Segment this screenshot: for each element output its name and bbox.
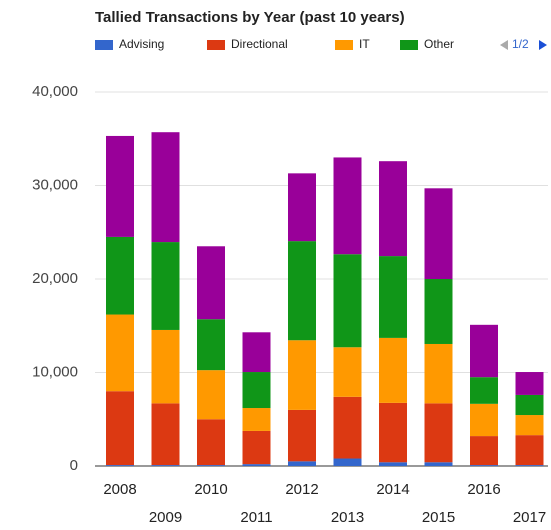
legend-swatch — [400, 40, 418, 50]
bar-segment — [288, 409, 316, 462]
x-tick-label: 2013 — [331, 509, 364, 526]
x-tick-label: 2011 — [240, 509, 272, 526]
bar-segment — [470, 377, 498, 404]
legend-swatch — [95, 40, 113, 50]
bar-segment — [242, 372, 271, 409]
legend-label: Other — [424, 37, 454, 51]
x-tick-label: 2016 — [467, 481, 500, 498]
chart-title: Tallied Transactions by Year (past 10 ye… — [95, 9, 405, 26]
bar-segment — [197, 465, 225, 466]
bar-segment — [151, 465, 180, 466]
bar-segment — [151, 132, 180, 243]
bar-segment — [470, 465, 498, 466]
bar-segment — [515, 435, 544, 466]
bar-segment — [470, 403, 498, 437]
bar-segment — [151, 242, 180, 330]
x-tick-label: 2009 — [149, 509, 182, 526]
bar-segment — [470, 436, 498, 466]
bar-segment — [288, 173, 316, 242]
bar-segment — [515, 465, 544, 466]
bar-segment — [379, 402, 407, 463]
bar-segment — [470, 324, 498, 378]
bar-segment — [151, 329, 180, 404]
bar-segment — [379, 161, 407, 257]
bar-segment — [106, 236, 134, 315]
legend-label: Advising — [119, 37, 164, 51]
bar-segment — [106, 465, 134, 466]
bar-segment — [197, 319, 225, 371]
x-tick-label: 2015 — [422, 509, 455, 526]
y-tick-label: 20,000 — [32, 270, 78, 287]
bar-segment — [333, 254, 362, 348]
bar-segment — [106, 391, 134, 466]
bar-segment — [106, 135, 134, 237]
bar-segment — [379, 337, 407, 403]
bar-segment — [242, 332, 271, 373]
legend-next[interactable] — [539, 40, 547, 50]
bar-segment — [515, 372, 544, 395]
y-tick-label: 40,000 — [32, 83, 78, 100]
bar-segment — [424, 188, 453, 279]
bar-segment — [197, 419, 225, 466]
bar-segment — [379, 462, 407, 466]
bar-segment — [333, 396, 362, 459]
bar-segment — [515, 394, 544, 416]
bar-segment — [424, 462, 453, 466]
bar-segment — [333, 157, 362, 255]
legend-page: 1/2 — [512, 37, 529, 51]
y-tick-label: 0 — [70, 457, 78, 474]
legend-label: IT — [359, 37, 370, 51]
bar-segment — [288, 340, 316, 410]
x-tick-label: 2008 — [103, 481, 136, 498]
x-tick-label: 2010 — [194, 481, 227, 498]
bar-segment — [424, 279, 453, 344]
legend-label: Directional — [231, 37, 288, 51]
bar-segment — [197, 246, 225, 320]
y-tick-label: 30,000 — [32, 176, 78, 193]
x-tick-label: 2012 — [285, 481, 318, 498]
legend-prev[interactable] — [500, 40, 508, 50]
bar-segment — [151, 403, 180, 466]
bar-segment — [424, 403, 453, 463]
bar-segment — [424, 343, 453, 404]
bar-segment — [333, 347, 362, 397]
bar-segment — [333, 458, 362, 466]
bar-segment — [242, 430, 271, 465]
bar-segment — [106, 314, 134, 392]
bar-segment — [288, 241, 316, 341]
bar-segment — [197, 370, 225, 420]
x-tick-label: 2017 — [513, 509, 546, 526]
legend-swatch — [335, 40, 353, 50]
legend-swatch — [207, 40, 225, 50]
y-tick-label: 10,000 — [32, 363, 78, 380]
bar-segment — [242, 408, 271, 431]
bar-segment — [288, 461, 316, 466]
bar-segment — [242, 464, 271, 466]
bar-segment — [515, 415, 544, 436]
bar-segment — [379, 256, 407, 338]
x-tick-label: 2014 — [376, 481, 409, 498]
